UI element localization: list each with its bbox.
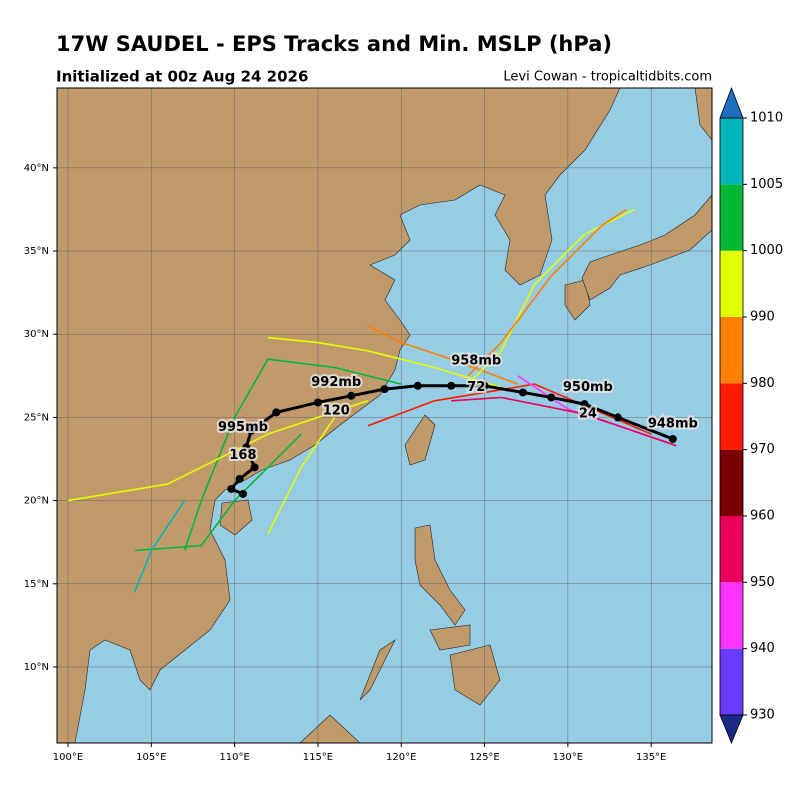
colorbar-bin	[720, 516, 743, 583]
mean-track-point	[580, 400, 589, 409]
colorbar-tick-label: 1010	[750, 111, 783, 126]
borneo	[299, 714, 361, 743]
annotations: 948mb 950mb 24 958mb 72 992mb 120 995mb 168	[216, 351, 700, 465]
x-tick-label: 135°E	[636, 752, 666, 763]
x-tick-label: 115°E	[303, 752, 333, 763]
member-track	[67, 400, 369, 502]
colorbar-bin	[720, 449, 743, 516]
colorbar-bin	[720, 383, 743, 450]
x-tick-label: 130°E	[553, 752, 583, 763]
mean-track-point	[242, 443, 251, 452]
mean-track-point	[380, 385, 389, 394]
mean-track-point	[238, 489, 247, 498]
member-track	[267, 336, 519, 394]
colorbar-extend-low	[719, 714, 744, 745]
colorbar-tick-label: 980	[750, 376, 775, 391]
taiwan	[404, 414, 436, 466]
y-tick-label: 20°N	[24, 496, 49, 507]
mean-track-point	[547, 393, 556, 402]
annotation: 24	[579, 407, 597, 422]
colorbar-tick-label: 1005	[750, 177, 783, 192]
colorbar-frame	[719, 117, 744, 716]
map-area: 948mb 950mb 24 958mb 72 992mb 120 995mb 168	[57, 88, 712, 743]
kyushu	[564, 279, 591, 321]
land	[57, 88, 712, 743]
credit: Levi Cowan - tropicaltidbits.com	[503, 70, 712, 85]
palawan	[359, 639, 396, 701]
annotation: 995mb	[218, 420, 268, 435]
mean-track-point	[247, 426, 256, 435]
x-tick-label: 100°E	[53, 752, 83, 763]
colorbar-tick-label: 970	[750, 442, 775, 457]
x-tick-label: 110°E	[219, 752, 249, 763]
mean-track-point	[313, 398, 322, 407]
colorbar: 930 940 950 960 970 980 990 1000 1005 1010	[719, 86, 783, 745]
luzon	[414, 524, 466, 626]
visayas	[429, 624, 471, 651]
member-track	[467, 208, 627, 377]
annotation: 950mb	[563, 380, 613, 395]
member-track	[367, 383, 652, 435]
colorbar-bin	[720, 118, 743, 185]
mean-track-point	[272, 408, 281, 417]
colorbar-tick-label: 1000	[750, 243, 783, 258]
annotation: 948mb	[648, 417, 698, 432]
y-tick-label: 40°N	[24, 163, 49, 174]
member-track	[451, 396, 677, 447]
hokkaido	[694, 88, 712, 141]
y-tick-label: 35°N	[24, 246, 49, 257]
mean-track-point	[518, 388, 527, 397]
map-frame	[56, 87, 713, 744]
colorbar-bin	[720, 648, 743, 715]
honshu	[581, 194, 712, 301]
member-track	[133, 500, 186, 593]
mean-track-point	[480, 381, 489, 390]
mean-track-point	[227, 484, 236, 493]
mainland	[57, 88, 621, 743]
mean-track-point	[447, 381, 456, 390]
axes: 100°E 105°E 110°E 115°E 120°E 125°E 130°E 135°E…	[24, 163, 667, 763]
grid	[57, 88, 712, 743]
mean-track-point	[413, 381, 422, 390]
y-tick-label: 10°N	[24, 662, 49, 673]
mindanao	[449, 644, 501, 706]
colorbar-extend-high	[719, 86, 744, 119]
colorbar-tick-label: 960	[750, 509, 775, 524]
x-tick-label: 120°E	[386, 752, 416, 763]
tracks	[67, 208, 677, 593]
mean-track-point	[613, 413, 622, 422]
subtitle: Initialized at 00z Aug 24 2026	[56, 68, 308, 86]
colorbar-bin	[720, 184, 743, 251]
colorbar-bin	[720, 250, 743, 317]
colorbar-bin	[720, 317, 743, 384]
mean-track-point	[668, 435, 677, 444]
colorbar-tick-label: 940	[750, 641, 775, 656]
annotation: 168	[229, 448, 256, 463]
member-track	[134, 433, 302, 552]
member-track	[267, 416, 336, 535]
title: 17W SAUDEL - EPS Tracks and Min. MSLP (h…	[56, 32, 612, 56]
y-tick-label: 25°N	[24, 412, 49, 423]
mean-track-point	[250, 463, 259, 472]
annotation: 72	[467, 380, 485, 395]
colorbar-tick-label: 950	[750, 575, 775, 590]
member-track	[367, 325, 519, 385]
annotation: 992mb	[311, 375, 361, 390]
mean-track-point	[235, 474, 244, 483]
annotation: 958mb	[451, 353, 501, 368]
colorbar-bin	[720, 582, 743, 649]
y-tick-label: 15°N	[24, 579, 49, 590]
colorbar-tick-label: 930	[750, 708, 775, 723]
y-tick-label: 30°N	[24, 329, 49, 340]
annotation: 120	[323, 403, 350, 418]
colorbar-tick-label: 990	[750, 310, 775, 325]
x-tick-label: 105°E	[136, 752, 166, 763]
member-track	[183, 358, 402, 551]
x-tick-label: 125°E	[469, 752, 499, 763]
mean-track-point	[347, 391, 356, 400]
